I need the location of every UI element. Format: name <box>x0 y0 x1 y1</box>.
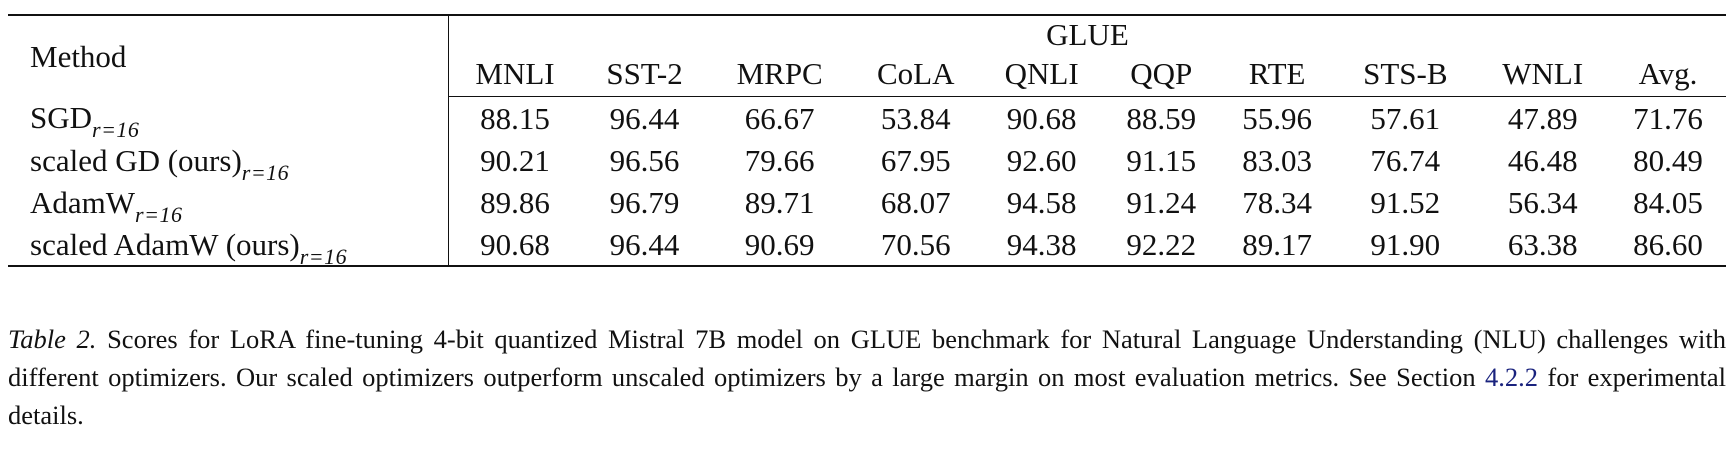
column-header-sst2: SST-2 <box>581 50 709 97</box>
method-cell: SGDr=16 <box>8 96 449 143</box>
score-cell: 90.68 <box>1006 100 1077 136</box>
score-cell: 70.56 <box>851 223 981 267</box>
score-cell: 88.59 <box>1126 100 1197 136</box>
column-header-wnli: WNLI <box>1475 50 1610 97</box>
score-cell: 94.58 <box>1006 184 1077 220</box>
score-cell: 80.49 <box>1633 142 1703 178</box>
score-cell: 66.67 <box>744 100 815 136</box>
method-subscript: r=16 <box>92 117 140 143</box>
method-subscript: r=16 <box>299 243 348 269</box>
score-cell: 96.79 <box>609 184 680 220</box>
score-cell: 92.22 <box>1103 223 1220 267</box>
score-cell: 46.48 <box>1507 142 1578 178</box>
table-header-row-group: Method GLUE <box>8 14 1726 97</box>
table-body: SGDr=16 88.15 96.44 66.67 53.84 90.68 88… <box>8 96 1726 269</box>
method-name: scaled GD (ours) <box>30 142 242 178</box>
caption-text-end: for experimental details. <box>8 362 1726 430</box>
score-cell: 89.17 <box>1219 223 1336 267</box>
glue-group-header: GLUE <box>448 14 1726 50</box>
score-cell: 91.24 <box>1126 184 1197 220</box>
score-cell: 92.60 <box>1006 142 1077 178</box>
score-cell: 89.86 <box>480 184 550 220</box>
column-header-qnli: QNLI <box>980 50 1104 97</box>
score-cell: 83.03 <box>1242 142 1313 178</box>
column-header-avg: Avg. <box>1609 50 1726 97</box>
results-table-container: Method GLUE MNLI SST-2 MRPC CoLA QNLI QQ… <box>8 14 1726 267</box>
column-header-cola: CoLA <box>851 50 981 97</box>
results-table: Method GLUE MNLI SST-2 MRPC CoLA QNLI QQ… <box>8 14 1726 267</box>
column-header-stsb: STS-B <box>1335 50 1476 97</box>
score-cell: 90.68 <box>448 223 582 267</box>
method-subscript: r=16 <box>135 201 183 227</box>
score-cell: 68.07 <box>880 184 951 220</box>
caption-text: Scores for LoRA fine-tuning 4-bit quanti… <box>8 324 1726 392</box>
table-row: AdamWr=16 89.86 96.79 89.71 68.07 94.58 … <box>8 181 1726 225</box>
section-reference-link[interactable]: 4.2.2 <box>1485 362 1539 392</box>
score-cell: 56.34 <box>1507 184 1578 220</box>
score-cell: 55.96 <box>1242 100 1313 136</box>
score-cell: 63.38 <box>1475 223 1610 267</box>
column-header-mrpc: MRPC <box>708 50 852 97</box>
score-cell: 96.44 <box>581 223 709 267</box>
score-cell: 67.95 <box>880 142 951 178</box>
method-name: SGD <box>30 100 93 136</box>
score-cell: 88.15 <box>480 100 550 136</box>
score-cell: 84.05 <box>1633 184 1703 220</box>
score-cell: 90.69 <box>708 223 852 267</box>
score-cell: 47.89 <box>1507 100 1578 136</box>
score-cell: 96.56 <box>609 142 680 178</box>
table-row: scaled AdamW (ours)r=16 90.68 96.44 90.6… <box>8 223 1726 269</box>
table-header-row-columns: MNLI SST-2 MRPC CoLA QNLI QQP RTE STS-B … <box>8 50 1726 97</box>
method-cell: scaled AdamW (ours)r=16 <box>8 223 449 269</box>
score-cell: 91.15 <box>1126 142 1197 178</box>
score-cell: 78.34 <box>1242 184 1313 220</box>
method-column-header: Method <box>8 14 449 97</box>
score-cell: 91.52 <box>1370 184 1441 220</box>
table-row: scaled GD (ours)r=16 90.21 96.56 79.66 6… <box>8 139 1726 183</box>
score-cell: 79.66 <box>744 142 815 178</box>
score-cell: 53.84 <box>880 100 951 136</box>
score-cell: 76.74 <box>1370 142 1441 178</box>
table-row: SGDr=16 88.15 96.44 66.67 53.84 90.68 88… <box>8 96 1726 143</box>
caption-label: Table 2. <box>8 324 97 354</box>
method-name: scaled AdamW (ours) <box>30 226 300 262</box>
method-cell: AdamWr=16 <box>8 181 449 225</box>
column-header-mnli: MNLI <box>448 50 582 97</box>
score-cell: 96.44 <box>609 100 680 136</box>
table-caption: Table 2. Scores for LoRA fine-tuning 4-b… <box>8 320 1726 434</box>
score-cell: 89.71 <box>744 184 815 220</box>
score-cell: 90.21 <box>480 142 550 178</box>
score-cell: 91.90 <box>1335 223 1476 267</box>
column-header-rte: RTE <box>1219 50 1336 97</box>
score-cell: 71.76 <box>1633 100 1703 136</box>
method-subscript: r=16 <box>241 159 290 185</box>
method-name: AdamW <box>30 184 136 220</box>
score-cell: 57.61 <box>1370 100 1441 136</box>
column-header-qqp: QQP <box>1103 50 1220 97</box>
score-cell: 94.38 <box>980 223 1104 267</box>
score-cell: 86.60 <box>1609 223 1726 267</box>
method-cell: scaled GD (ours)r=16 <box>8 139 449 183</box>
